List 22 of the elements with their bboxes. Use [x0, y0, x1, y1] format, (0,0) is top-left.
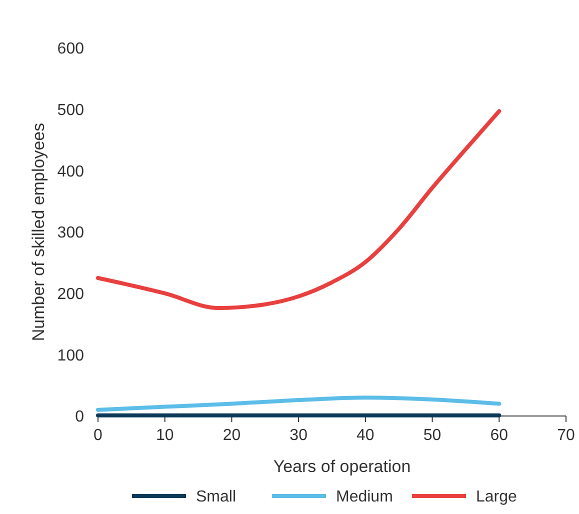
y-tick-label: 600: [57, 40, 84, 58]
y-tick-label: 0: [75, 408, 84, 426]
legend-label: Medium: [336, 488, 393, 506]
x-tick-label: 50: [423, 427, 442, 444]
x-tick-label: 30: [290, 427, 308, 444]
y-tick-label: 200: [57, 286, 84, 303]
y-tick-label: 100: [57, 347, 84, 364]
legend-label: Large: [476, 488, 518, 506]
line-series: [96, 109, 502, 310]
y-tick-label: 400: [57, 163, 84, 180]
y-tick-label: 500: [57, 102, 84, 119]
y-axis-title: Number of skilled employees: [29, 122, 48, 342]
legend-label: Small: [196, 488, 236, 506]
x-tick-label: 10: [156, 427, 174, 444]
line-series: [96, 396, 502, 412]
x-tick-label: 20: [222, 427, 241, 444]
x-tick-label: 40: [356, 427, 374, 444]
y-tick-label: 300: [57, 224, 84, 242]
x-tick-label: 70: [557, 427, 575, 444]
x-tick-label: 0: [94, 427, 103, 444]
x-tick-label: 60: [490, 427, 508, 444]
x-axis-title: Years of operation: [273, 457, 411, 476]
